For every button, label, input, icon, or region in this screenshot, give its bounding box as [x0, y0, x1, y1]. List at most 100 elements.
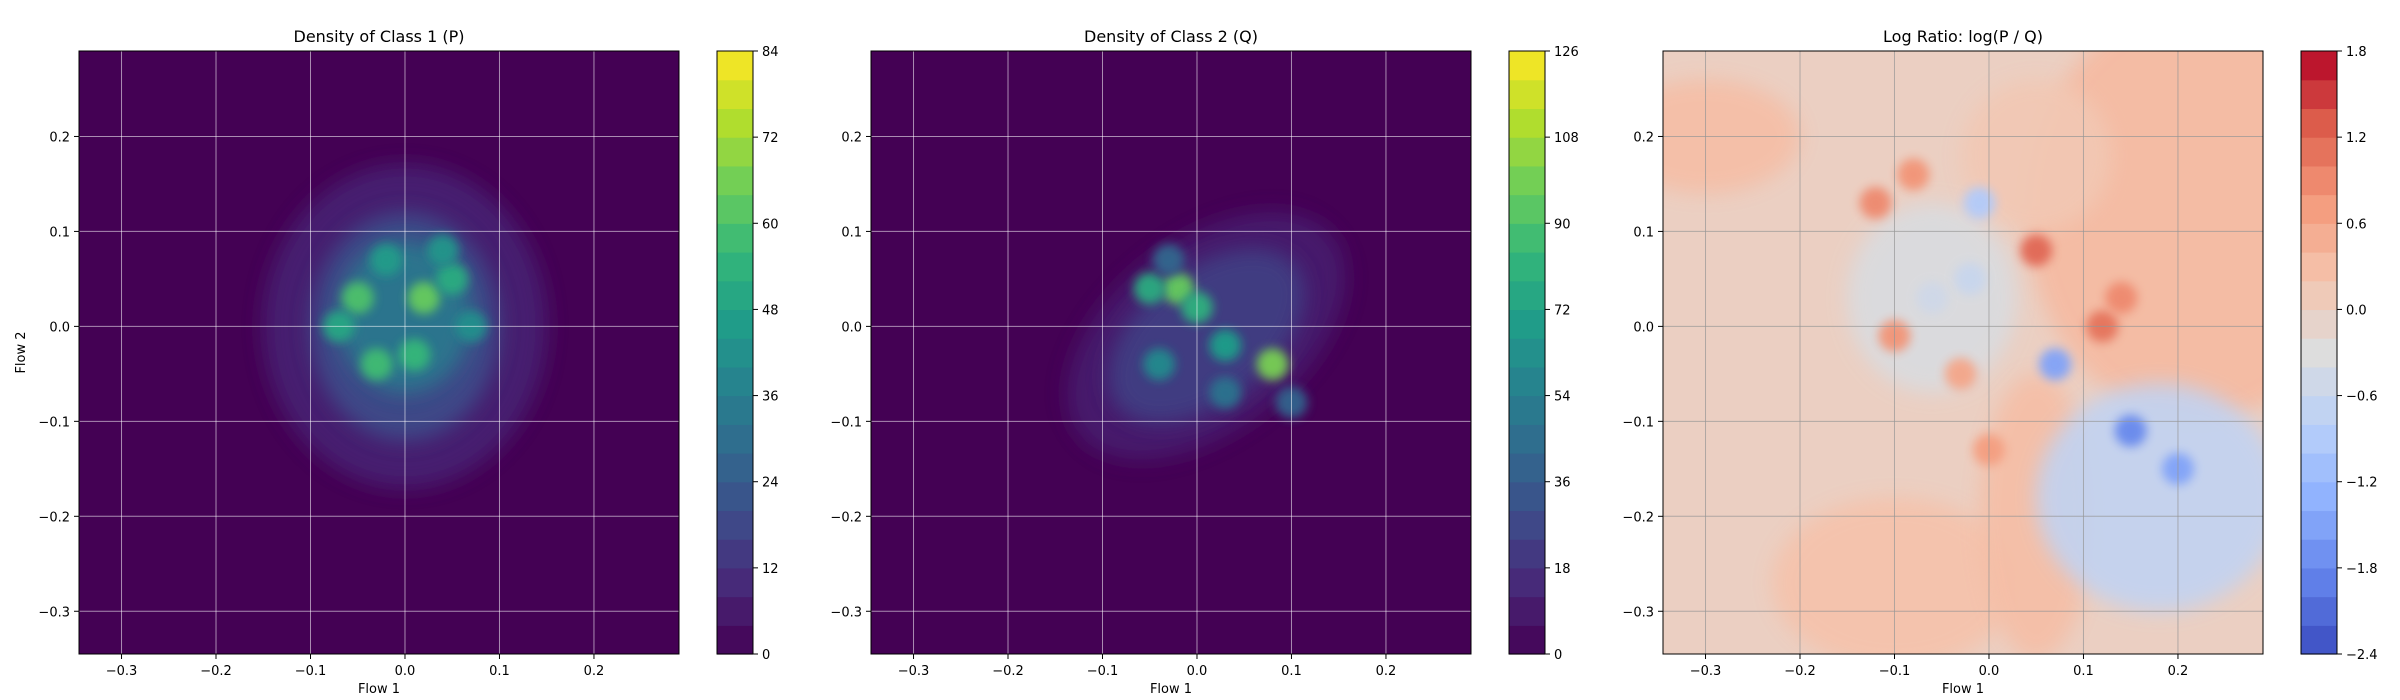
colorbar-level [717, 366, 753, 397]
density-peak-13 [1916, 281, 1949, 314]
x-tick-label: −0.1 [1087, 664, 1119, 679]
colorbar-level [2301, 108, 2337, 138]
density-peak-8 [2114, 414, 2147, 447]
x-tick-label: 0.1 [489, 664, 510, 679]
colorbar-level [717, 567, 753, 598]
density-peak-3 [1133, 272, 1166, 305]
colorbar-level [2301, 223, 2337, 253]
y-axis-label: Flow 2 [14, 331, 29, 373]
x-tick-label: 0.0 [1187, 664, 1208, 679]
x-tick-label: 0.0 [395, 664, 416, 679]
y-tick-label: −0.2 [830, 510, 862, 525]
x-tick-label: 0.2 [1376, 664, 1397, 679]
colorbar-level [1509, 280, 1545, 311]
y-tick-label: 0.2 [841, 130, 862, 145]
density-peak-9 [1152, 243, 1185, 276]
x-axis-label: Flow 1 [358, 682, 400, 697]
colorbar-tick-label: 36 [1554, 476, 1571, 491]
colorbar-level [717, 194, 753, 224]
density-peak-7 [1143, 348, 1176, 381]
y-tick-label: −0.1 [1622, 415, 1654, 430]
axes-frame [870, 50, 1472, 655]
colorbar-tick-label: 54 [1554, 390, 1571, 405]
panel-2: −0.3 −0.2 −0.1 0.0 0.1 0.2 −0.3 −0.2 −0.1 0.0 0.1 0… [830, 27, 1578, 697]
density-peak-9 [426, 234, 459, 267]
colorbar-level [717, 309, 753, 339]
colorbar-level [2301, 252, 2337, 282]
colorbar-level [2301, 309, 2337, 339]
colorbar-level [1509, 596, 1545, 626]
x-tick-label: 0.1 [2073, 664, 2094, 679]
density-peak-8 [370, 243, 403, 276]
density-peak-11 [1963, 186, 1996, 219]
colorbar-level [1509, 567, 1545, 598]
colorbar-level [2301, 481, 2337, 512]
x-tick-label: −0.3 [1690, 664, 1722, 679]
y-tick-label: 0.1 [1633, 225, 1654, 240]
colorbar-tick-label: 60 [762, 217, 779, 232]
axes-frame [78, 50, 680, 655]
x-tick-label: −0.2 [200, 664, 232, 679]
colorbar-tick-label: −2.4 [2346, 648, 2378, 663]
colorbar-tick-label: 12 [762, 562, 779, 577]
x-axis-label: Flow 1 [1942, 682, 1984, 697]
x-tick-label: −0.2 [1784, 664, 1816, 679]
chart-title: Density of Class 2 (Q) [1084, 27, 1258, 46]
y-tick-label: 0.1 [841, 225, 862, 240]
colorbar-level [1509, 79, 1545, 110]
density-region-4 [1960, 79, 2112, 232]
colorbar-tick-label: 0 [762, 648, 770, 663]
density-peak-7 [398, 338, 431, 371]
colorbar-tick-label: −1.2 [2346, 476, 2378, 491]
colorbar-level [717, 510, 753, 540]
density-peak-8 [1209, 376, 1242, 409]
density-peak-5 [1209, 329, 1242, 362]
colorbar-tick-label: 18 [1554, 562, 1571, 577]
colorbar-tick-label: 1.2 [2346, 131, 2367, 146]
y-tick-label: −0.1 [830, 415, 862, 430]
density-peak-6 [360, 348, 393, 381]
colorbar-level [1509, 453, 1545, 483]
density-peak-15 [1897, 158, 1930, 191]
colorbar-level [2301, 194, 2337, 224]
y-tick-label: −0.3 [1622, 605, 1654, 620]
chart-title: Log Ratio: log(P / Q) [1883, 27, 2043, 46]
colorbar-level [1509, 481, 1545, 512]
panel-1: −0.3 −0.2 −0.1 0.0 0.1 0.2 −0.3 −0.2 −0.1 0.0 0.1 0… [14, 27, 779, 697]
colorbar-level [1509, 424, 1545, 454]
colorbar-level [2301, 539, 2337, 569]
colorbar-level [2301, 625, 2337, 655]
colorbar-level [1509, 338, 1545, 368]
colorbar-level [717, 79, 753, 110]
density-peak-21 [1944, 357, 1977, 390]
colorbar-level [2301, 165, 2337, 196]
colorbar-tick-label: 1.8 [2346, 45, 2367, 60]
colorbar-level [717, 596, 753, 626]
colorbar-level [1509, 137, 1545, 167]
colorbar-level [2301, 51, 2337, 81]
density-peak-4 [407, 281, 440, 314]
y-tick-label: −0.2 [1622, 510, 1654, 525]
x-tick-label: −0.2 [992, 664, 1024, 679]
colorbar-level [1509, 395, 1545, 425]
colorbar-level [2301, 395, 2337, 425]
y-tick-label: 0.2 [1633, 130, 1654, 145]
colorbar-tick-label: 90 [1554, 217, 1571, 232]
density-region-7 [2036, 383, 2263, 612]
colorbar-level [1509, 165, 1545, 196]
colorbar-level [717, 252, 753, 282]
colorbar-level [1509, 625, 1545, 655]
colorbar-tick-label: 24 [762, 476, 779, 491]
colorbar-tick-label: −0.6 [2346, 390, 2378, 405]
density-peak-6 [1256, 348, 1289, 381]
panel-3: −0.3 −0.2 −0.1 0.0 0.1 0.2 −0.3 −0.2 −0.1 0.0 0.1 0… [1622, 27, 2378, 697]
colorbar-tick-label: 72 [762, 131, 779, 146]
colorbar-level [717, 280, 753, 311]
colorbar-level [2301, 280, 2337, 311]
colorbar-level [717, 137, 753, 167]
colorbar-level [2301, 137, 2337, 167]
x-tick-label: 0.2 [2168, 664, 2189, 679]
y-tick-label: −0.1 [38, 415, 70, 430]
colorbar-level [1509, 194, 1545, 224]
